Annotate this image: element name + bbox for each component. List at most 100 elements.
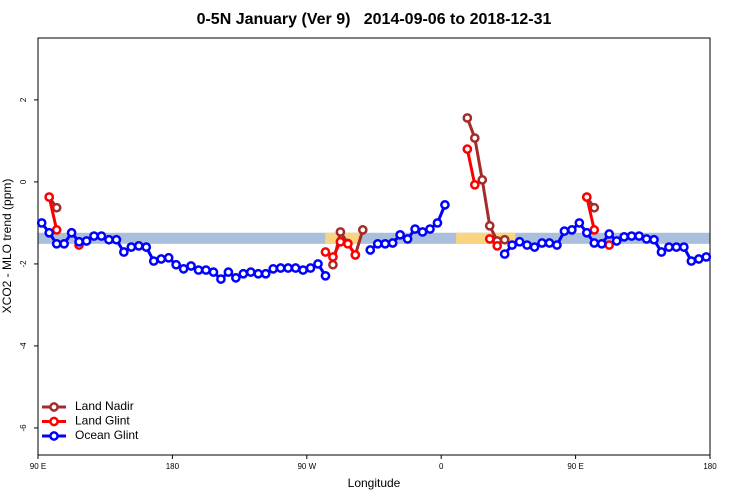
point bbox=[559, 226, 570, 236]
point bbox=[186, 261, 196, 271]
x-tick-label: 90 E bbox=[567, 462, 583, 471]
point bbox=[402, 234, 413, 244]
x-tick-label: 90 W bbox=[297, 462, 316, 471]
point bbox=[335, 227, 346, 237]
point bbox=[320, 270, 331, 281]
legend-marker bbox=[49, 416, 59, 427]
point bbox=[626, 231, 637, 241]
y-axis-label: XCO2 - MLO trend (ppm) bbox=[0, 179, 14, 314]
point bbox=[111, 234, 122, 245]
point bbox=[74, 236, 84, 247]
point bbox=[171, 259, 181, 270]
point bbox=[477, 175, 488, 185]
point bbox=[81, 236, 92, 246]
y-tick-label: 2 bbox=[19, 97, 28, 102]
point bbox=[66, 227, 77, 238]
point bbox=[432, 218, 443, 228]
point bbox=[395, 229, 405, 240]
point bbox=[223, 267, 234, 277]
point bbox=[238, 268, 249, 279]
legend-label: Land Glint bbox=[75, 414, 130, 428]
point bbox=[567, 225, 577, 235]
point bbox=[641, 234, 652, 244]
point bbox=[275, 263, 286, 273]
point bbox=[313, 259, 323, 269]
point bbox=[216, 274, 226, 284]
point bbox=[372, 238, 383, 249]
point bbox=[581, 192, 592, 202]
point bbox=[119, 247, 129, 257]
legend-label: Land Nadir bbox=[75, 399, 134, 413]
point bbox=[290, 263, 301, 273]
point bbox=[589, 225, 600, 235]
point bbox=[664, 242, 674, 252]
y-tick-label: -6 bbox=[19, 424, 28, 432]
point bbox=[604, 229, 615, 239]
point bbox=[260, 268, 271, 279]
point bbox=[193, 265, 204, 275]
point bbox=[499, 234, 510, 245]
point bbox=[596, 238, 607, 249]
point bbox=[679, 242, 689, 252]
point bbox=[380, 238, 391, 249]
point bbox=[469, 133, 480, 143]
point bbox=[581, 227, 592, 238]
x-tick-label: 90 E bbox=[30, 462, 46, 471]
point bbox=[350, 250, 361, 260]
point bbox=[671, 242, 682, 252]
point bbox=[589, 202, 600, 213]
point bbox=[425, 224, 435, 234]
point bbox=[141, 242, 152, 252]
point bbox=[484, 220, 495, 231]
point bbox=[693, 254, 704, 264]
point bbox=[589, 238, 600, 248]
point bbox=[686, 256, 697, 266]
y-tick-label: -4 bbox=[19, 342, 28, 350]
point bbox=[178, 263, 189, 274]
point bbox=[552, 240, 562, 250]
x-tick-label: 180 bbox=[703, 462, 717, 471]
point bbox=[36, 218, 47, 228]
x-axis-label: Longitude bbox=[348, 476, 401, 490]
band bbox=[38, 232, 710, 244]
point bbox=[283, 263, 293, 273]
point bbox=[148, 256, 159, 266]
point bbox=[231, 273, 241, 283]
point bbox=[537, 238, 547, 248]
point bbox=[410, 224, 420, 234]
point bbox=[133, 241, 144, 251]
point bbox=[335, 236, 346, 247]
legend-marker bbox=[49, 431, 59, 441]
point bbox=[201, 265, 211, 275]
point bbox=[574, 218, 585, 228]
plot-frame bbox=[37, 37, 711, 456]
point bbox=[59, 238, 69, 249]
point bbox=[417, 227, 428, 237]
point bbox=[328, 252, 338, 262]
point bbox=[51, 202, 62, 213]
point bbox=[51, 238, 62, 249]
x-tick-label: 0 bbox=[439, 462, 444, 471]
y-tick-label: -2 bbox=[19, 260, 28, 268]
point bbox=[469, 179, 480, 190]
point bbox=[305, 263, 316, 273]
point bbox=[544, 238, 555, 248]
point bbox=[507, 240, 517, 250]
point bbox=[320, 247, 331, 257]
point bbox=[365, 245, 376, 255]
point bbox=[499, 249, 510, 259]
point bbox=[328, 259, 338, 270]
point bbox=[387, 238, 398, 248]
point bbox=[440, 200, 450, 210]
point bbox=[44, 192, 55, 202]
x-tick-label: 180 bbox=[166, 462, 180, 471]
point bbox=[96, 231, 107, 241]
chart-title: 0-5N January (Ver 9) 2014-09-06 to 2018-… bbox=[197, 11, 552, 28]
point bbox=[268, 263, 279, 274]
point bbox=[208, 267, 219, 277]
point bbox=[126, 242, 137, 252]
point bbox=[156, 254, 167, 264]
legend-marker bbox=[49, 402, 59, 412]
